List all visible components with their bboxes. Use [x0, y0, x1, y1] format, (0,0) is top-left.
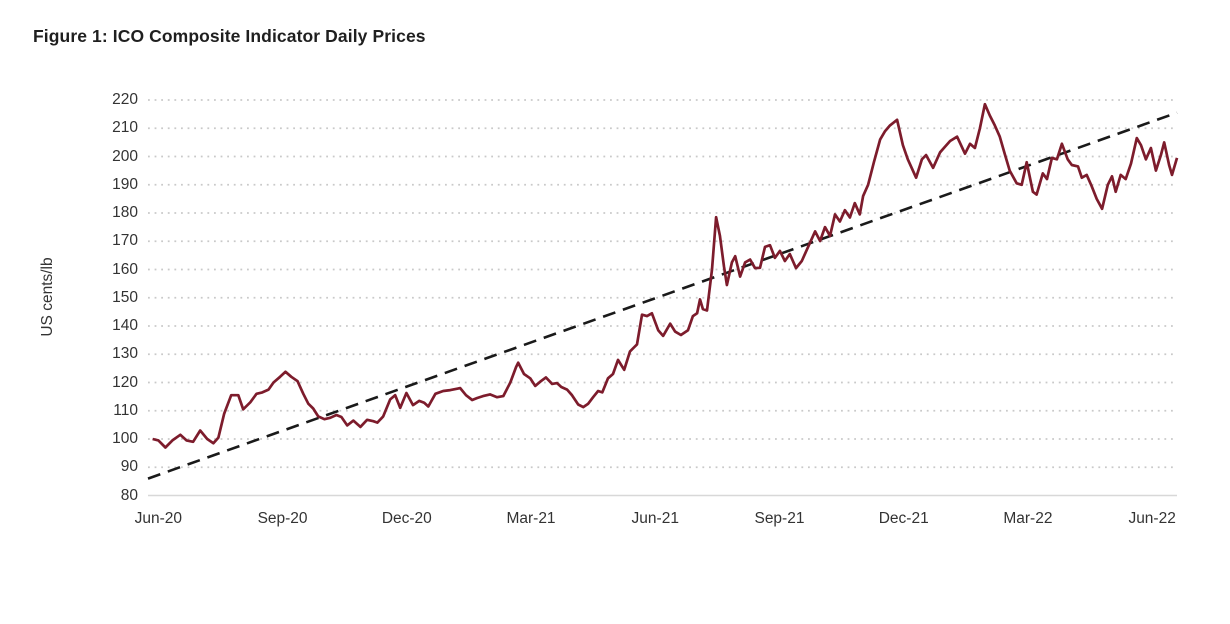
y-tick-label: 200: [112, 147, 138, 165]
y-tick-label: 150: [112, 288, 138, 306]
y-tick-label: 210: [112, 119, 138, 137]
x-tick-label: Sep-21: [754, 509, 805, 527]
price-line: [152, 102, 1179, 449]
x-tick-label: Mar-22: [1003, 509, 1053, 527]
y-tick-label: 160: [112, 260, 138, 278]
y-tick-label: 190: [112, 175, 138, 193]
y-tick-label: 110: [113, 401, 138, 419]
y-tick-label: 140: [112, 317, 138, 334]
y-tick-label: 180: [112, 204, 138, 221]
x-tick-label: Dec-20: [381, 509, 432, 527]
x-tick-label: Jun-20: [134, 509, 183, 527]
y-tick-label: 130: [112, 345, 138, 363]
x-tick-label: Dec-21: [878, 509, 929, 527]
figure-title: Figure 1: ICO Composite Indicator Daily …: [33, 26, 426, 46]
x-tick-label: Sep-20: [257, 509, 308, 527]
y-tick-label: 100: [112, 430, 138, 447]
x-tick-label: Jun-22: [1128, 509, 1176, 527]
trend-line: [147, 111, 1178, 480]
y-tick-label: 220: [112, 91, 138, 108]
y-tick-label: 120: [112, 373, 138, 391]
x-tick-label: Jun-21: [631, 509, 679, 527]
y-tick-label: 90: [120, 458, 138, 476]
x-tick-label: Mar-21: [506, 509, 556, 527]
y-tick-label: 80: [120, 486, 138, 504]
y-tick-label: 170: [112, 232, 138, 250]
